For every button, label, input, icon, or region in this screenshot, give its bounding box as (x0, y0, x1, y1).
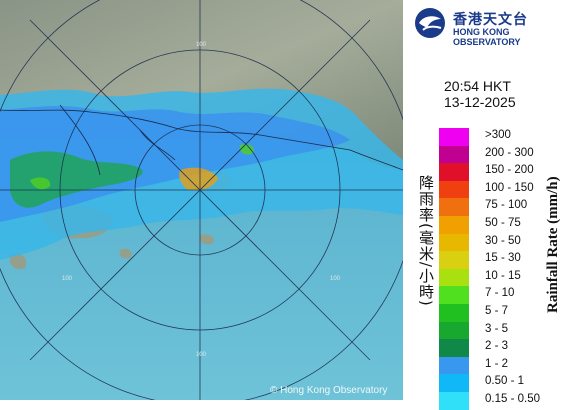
legend-label: 200 - 300 (485, 146, 534, 159)
legend-row: 100 - 150 (439, 180, 569, 199)
info-panel: 香港天文台 HONG KONG OBSERVATORY 20:54 HKT 13… (403, 0, 577, 410)
legend-label: 3 - 5 (485, 322, 509, 335)
legend-swatch (439, 251, 469, 269)
legend-swatch (439, 286, 469, 304)
legend-label: 150 - 200 (485, 164, 534, 177)
legend-row: 10 - 15 (439, 268, 569, 287)
legend-swatch (439, 374, 469, 392)
legend-label: 15 - 30 (485, 252, 521, 265)
coastline (0, 109, 403, 171)
legend-swatch (439, 215, 469, 234)
legend-swatch (439, 268, 469, 287)
legend-swatch (439, 128, 469, 146)
legend-row: 150 - 200 (439, 163, 569, 181)
legend-row: 30 - 50 (439, 233, 569, 252)
legend-label: 7 - 10 (485, 287, 515, 300)
legend-row: 75 - 100 (439, 198, 569, 216)
legend-row: 0.50 - 1 (439, 374, 569, 392)
legend-row: 1 - 2 (439, 356, 569, 375)
rain-band-heavy (179, 167, 218, 191)
radar-map[interactable]: 100 100 100 100 © Hong Kong Observatory (0, 0, 403, 400)
legend-swatch (439, 198, 469, 216)
rain-band-medium (0, 105, 350, 222)
legend-row: 0.15 - 0.50 (439, 391, 569, 410)
boundary-line (59, 104, 176, 176)
legend-swatch (439, 321, 469, 340)
legend-label: >300 (485, 129, 511, 141)
legend-swatch (439, 233, 469, 252)
legend-swatch (439, 180, 469, 199)
timestamp-time: 20:54 HKT (444, 78, 511, 94)
range-label-east: 100 (330, 276, 341, 282)
legend-label: 5 - 7 (485, 304, 509, 317)
legend-label: 0.50 - 1 (485, 375, 524, 388)
legend-swatch (439, 303, 469, 322)
legend-label: 2 - 3 (485, 340, 509, 353)
radar-map-canvas (0, 0, 403, 400)
rain-band-moderate (10, 151, 143, 208)
legend-row: 200 - 300 (439, 145, 569, 164)
legend-swatch (439, 145, 469, 164)
logo-english-text: HONG KONG OBSERVATORY (453, 27, 521, 47)
observatory-emblem-icon (415, 8, 445, 38)
axis-label-english: Rainfall Rate (mm/h) (545, 176, 561, 314)
range-label-west: 100 (62, 276, 73, 282)
legend-row: 5 - 7 (439, 303, 569, 322)
legend-row: 3 - 5 (439, 321, 569, 340)
legend-swatch (439, 356, 469, 375)
legend-label: 30 - 50 (485, 234, 521, 247)
legend-row: >300 (439, 128, 569, 146)
axis-label-chinese: 降雨率(毫米/小時) (417, 175, 435, 307)
legend-swatch (439, 339, 469, 357)
logo-chinese-text: 香港天文台 (453, 12, 528, 28)
legend-label: 100 - 150 (485, 181, 534, 194)
range-rings (0, 0, 403, 400)
legend-row: 15 - 30 (439, 251, 569, 269)
legend-row: 7 - 10 (439, 286, 569, 304)
copyright-text: © Hong Kong Observatory (270, 385, 388, 396)
rainfall-legend: >300 200 - 300 150 - 200 100 - 150 75 - 100 5… (439, 128, 569, 410)
legend-label: 50 - 75 (485, 216, 521, 229)
range-label-north: 100 (196, 42, 207, 48)
legend-row: 50 - 75 (439, 215, 569, 234)
legend-label: 0.15 - 0.50 (485, 392, 540, 405)
range-label-south: 100 (196, 352, 207, 358)
observatory-logo: 香港天文台 HONG KONG OBSERVATORY (413, 6, 577, 47)
legend-label: 75 - 100 (485, 199, 528, 212)
legend-row: 2 - 3 (439, 339, 569, 357)
legend-label: 1 - 2 (485, 357, 509, 370)
timestamp-date: 13-12-2025 (444, 94, 516, 110)
legend-swatch (439, 163, 469, 181)
legend-label: 10 - 15 (485, 269, 521, 282)
